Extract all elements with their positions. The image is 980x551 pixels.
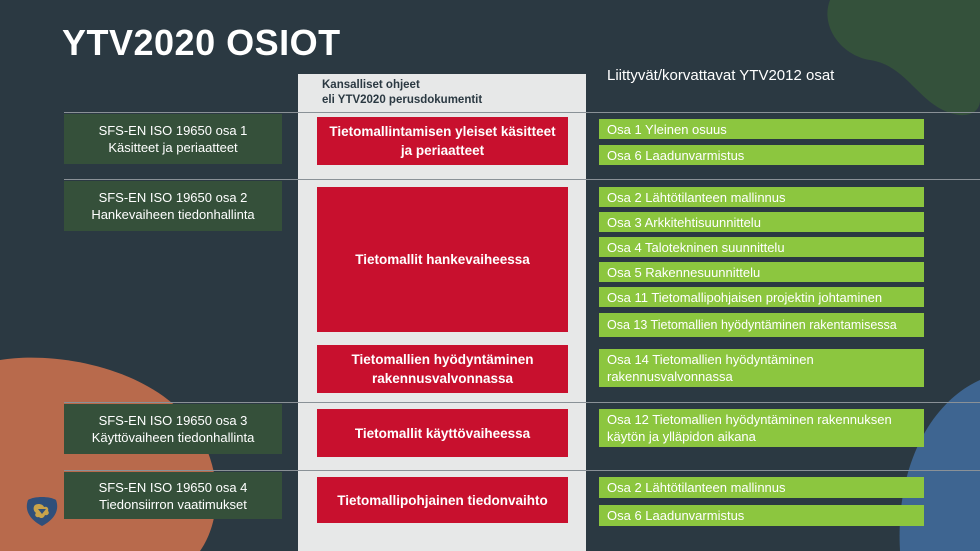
ytv2012-part-box: Osa 12 Tietomallien hyödyntäminen rakenn… bbox=[599, 409, 924, 447]
standard-box-osa-3: SFS-EN ISO 19650 osa 3 Käyttövaiheen tie… bbox=[64, 404, 282, 454]
ytv2012-part-box: Osa 6 Laadunvarmistus bbox=[599, 145, 924, 165]
document-box-tiedonvaihto: Tietomallipohjainen tiedonvaihto bbox=[317, 477, 568, 523]
row-separator bbox=[64, 179, 980, 180]
document-box-yleiset-kasitteet: Tietomallintamisen yleiset käsitteet ja … bbox=[317, 117, 568, 165]
standard-subtitle: Käyttövaiheen tiedonhallinta bbox=[91, 430, 255, 445]
standard-subtitle: Hankevaiheen tiedonhallinta bbox=[91, 207, 255, 222]
standard-box-osa-4: SFS-EN ISO 19650 osa 4 Tiedonsiirron vaa… bbox=[64, 472, 282, 519]
standard-title: SFS-EN ISO 19650 osa 1 bbox=[98, 123, 248, 138]
document-box-hankevaihe: Tietomallit hankevaiheessa bbox=[317, 187, 568, 332]
row-separator bbox=[64, 402, 980, 403]
ytv2012-part-box: Osa 5 Rakennesuunnittelu bbox=[599, 262, 924, 282]
documents-header-line2: eli YTV2020 perusdokumentit bbox=[322, 94, 483, 106]
standard-subtitle: Käsitteet ja periaatteet bbox=[108, 140, 238, 155]
standard-title: SFS-EN ISO 19650 osa 3 bbox=[98, 413, 248, 428]
ytv2012-part-box: Osa 13 Tietomallien hyödyntäminen rakent… bbox=[599, 313, 924, 337]
documents-column-header: Kansalliset ohjeet eli YTV2020 perusdoku… bbox=[322, 78, 572, 108]
standard-box-osa-1: SFS-EN ISO 19650 osa 1 Käsitteet ja peri… bbox=[64, 114, 282, 164]
standard-box-osa-2: SFS-EN ISO 19650 osa 2 Hankevaiheen tied… bbox=[64, 181, 282, 231]
ytv2012-part-box: Osa 11 Tietomallipohjaisen projektin joh… bbox=[599, 287, 924, 307]
row-separator bbox=[64, 470, 980, 471]
ytv2012-part-box: Osa 14 Tietomallien hyödyntäminen rakenn… bbox=[599, 349, 924, 387]
page-title: YTV2020 OSIOT bbox=[62, 22, 341, 63]
ytv2012-part-box: Osa 4 Talotekninen suunnittelu bbox=[599, 237, 924, 257]
ytv2012-part-box: Osa 2 Lähtötilanteen mallinnus bbox=[599, 187, 924, 207]
standard-subtitle: Tiedonsiirron vaatimukset bbox=[99, 496, 247, 512]
ytv2012-part-box: Osa 1 Yleinen osuus bbox=[599, 119, 924, 139]
ytv2012-part-box: Osa 6 Laadunvarmistus bbox=[599, 505, 924, 526]
lion-logo-icon bbox=[26, 497, 58, 526]
standard-title: SFS-EN ISO 19650 osa 4 bbox=[98, 479, 248, 495]
document-box-rakennusvalvonta: Tietomallien hyödyntäminen rakennusvalvo… bbox=[317, 345, 568, 393]
ytv2012-column-header: Liittyvät/korvattavat YTV2012 osat bbox=[607, 67, 835, 84]
documents-header-line1: Kansalliset ohjeet bbox=[322, 79, 420, 91]
ytv2012-part-box: Osa 2 Lähtötilanteen mallinnus bbox=[599, 477, 924, 498]
document-box-kayttovaihe: Tietomallit käyttövaiheessa bbox=[317, 409, 568, 457]
ytv2012-part-box: Osa 3 Arkkitehtisuunnittelu bbox=[599, 212, 924, 232]
standard-title: SFS-EN ISO 19650 osa 2 bbox=[98, 190, 248, 205]
green-blob-decoration bbox=[827, 0, 980, 116]
row-separator bbox=[64, 112, 980, 113]
